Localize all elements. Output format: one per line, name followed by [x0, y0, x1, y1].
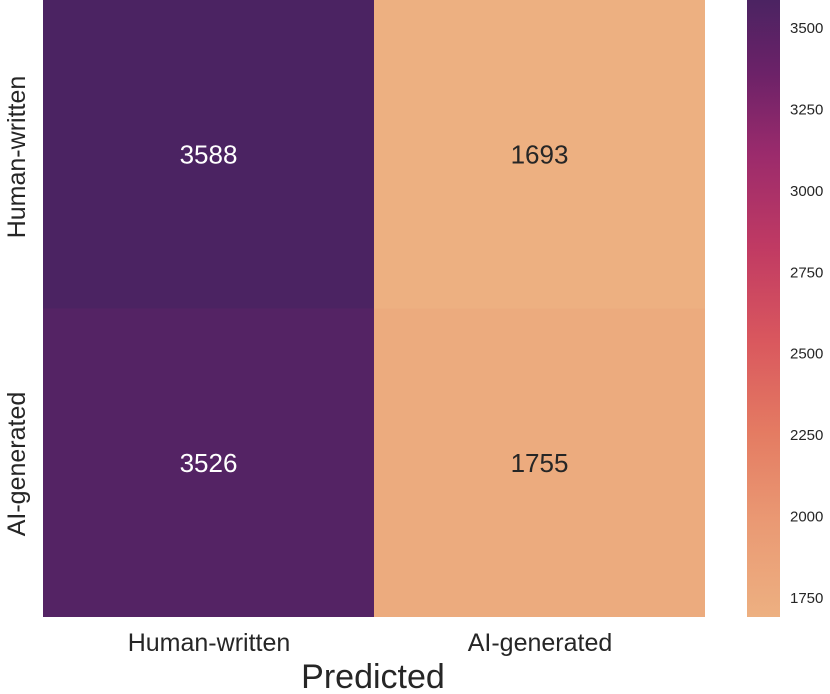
cell-value-label: 1755: [511, 448, 569, 478]
x-tick-label: Human-written: [128, 629, 291, 657]
x-axis-title: Predicted: [301, 658, 445, 694]
heatmap-cell: [43, 308, 374, 617]
colorbar-tick-label: 3000: [790, 183, 823, 200]
colorbar-tick-label: 3250: [790, 102, 823, 119]
cell-value-label: 3588: [180, 139, 238, 169]
heatmap-cell: [374, 0, 705, 309]
cell-value-label: 1693: [511, 139, 569, 169]
colorbar-tick-label: 1750: [790, 590, 823, 607]
y-tick-labels: Human-written AI-generated: [3, 76, 31, 537]
colorbar: 1750 2000 2250 2500 2750 3000 3250 3500: [747, 0, 823, 617]
y-tick-label: Human-written: [3, 76, 31, 239]
cell-value-label: 3526: [180, 448, 238, 478]
heatmap-grid: 3588 1693 3526 1755: [43, 0, 705, 617]
colorbar-tick-label: 2000: [790, 509, 823, 526]
colorbar-tick-label: 2750: [790, 264, 823, 281]
x-tick-label: AI-generated: [468, 629, 613, 657]
heatmap-cell: [43, 0, 374, 309]
heatmap-cell: [374, 308, 705, 617]
y-tick-label: AI-generated: [3, 392, 31, 537]
colorbar-tick-label: 2250: [790, 427, 823, 444]
x-tick-labels: Human-written AI-generated: [128, 629, 613, 657]
colorbar-tick-label: 2500: [790, 346, 823, 363]
colorbar-ticks: 1750 2000 2250 2500 2750 3000 3250 3500: [790, 20, 823, 607]
colorbar-gradient: [747, 0, 780, 617]
colorbar-tick-label: 3500: [790, 20, 823, 37]
